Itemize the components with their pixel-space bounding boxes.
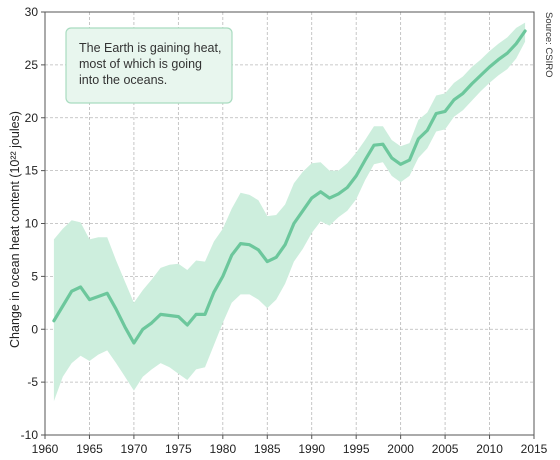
x-tick-label: 1980 [209, 442, 236, 456]
x-tick-label: 1975 [165, 442, 192, 456]
annotation-line-3: into the oceans. [79, 73, 167, 87]
annotation-line-2: most of which is going [79, 57, 202, 71]
x-axis-ticks: 1960 1965 1970 1975 1980 1985 1990 1995 2000 2005… [32, 435, 548, 456]
x-tick-label: 1985 [254, 442, 281, 456]
y-tick-label: -10 [21, 428, 39, 442]
y-tick-label: 10 [25, 217, 39, 231]
ocean-heat-series-line [52, 29, 527, 345]
annotation-background [65, 27, 233, 104]
x-tick-label: 2005 [432, 442, 459, 456]
y-tick-label: 0 [31, 322, 38, 336]
x-tick-label: 1960 [32, 442, 59, 456]
x-tick-label: 1965 [76, 442, 103, 456]
x-tick-label: 2015 [521, 442, 548, 456]
y-tick-label: 5 [31, 269, 38, 283]
annotation-box: The Earth is gaining heat, most of which… [65, 27, 233, 104]
y-tick-label: 20 [25, 111, 39, 125]
uncertainty-band [53, 22, 526, 402]
source-credit: Source: CSIRO [543, 12, 554, 77]
y-tick-label: 15 [25, 164, 39, 178]
y-axis-label: Change in ocean heat content (10²² joule… [8, 111, 22, 348]
annotation-line-1: The Earth is gaining heat, [79, 41, 221, 55]
y-tick-label: 25 [25, 58, 39, 72]
y-tick-label: 30 [25, 5, 39, 19]
x-tick-label: 1990 [298, 442, 325, 456]
y-axis-ticks: -10 -5 0 5 10 15 20 25 30 [21, 5, 45, 442]
y-tick-label: -5 [27, 375, 38, 389]
x-tick-label: 2010 [476, 442, 503, 456]
x-tick-label: 1995 [343, 442, 370, 456]
x-tick-label: 1970 [121, 442, 148, 456]
x-tick-label: 2000 [387, 442, 414, 456]
